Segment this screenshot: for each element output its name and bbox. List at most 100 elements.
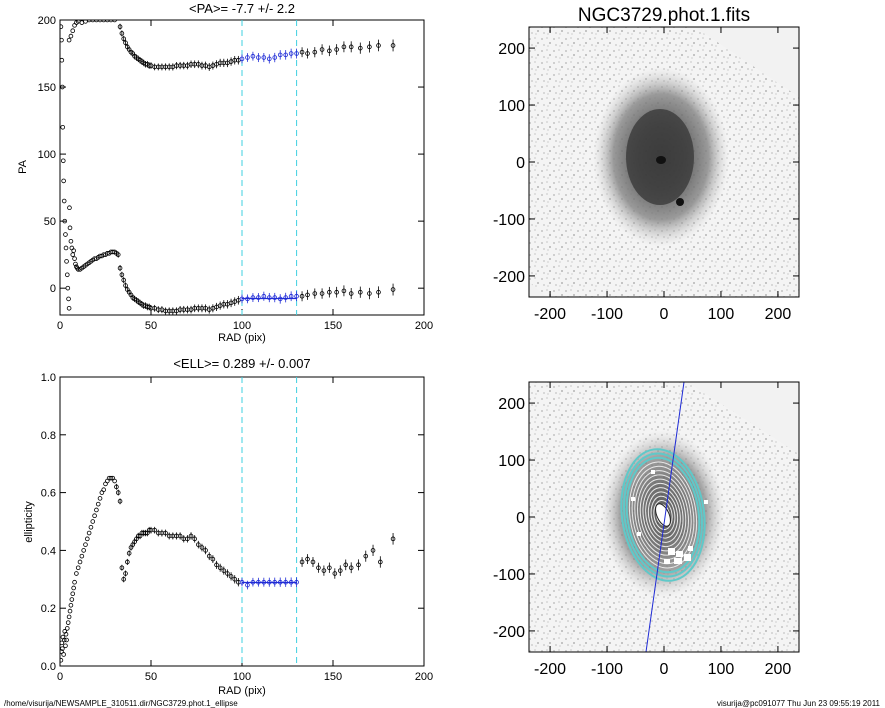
data-point	[390, 536, 396, 542]
data-point	[83, 542, 88, 547]
data-point	[334, 289, 339, 295]
data-point	[206, 553, 212, 559]
y-tick-label: 0.2	[41, 603, 56, 615]
data-point	[299, 49, 305, 55]
data-point	[61, 178, 66, 184]
data-point	[357, 45, 363, 51]
data-point	[79, 553, 85, 559]
data-point	[239, 56, 245, 62]
data-point	[126, 550, 132, 556]
masked-region	[631, 470, 708, 564]
data-point	[115, 252, 121, 257]
data-point	[60, 24, 64, 30]
data-point	[115, 490, 121, 495]
image-masked-corner	[695, 27, 799, 97]
data-point	[70, 28, 76, 34]
data-point	[327, 289, 332, 295]
data-point	[327, 48, 332, 54]
data-point	[348, 565, 354, 571]
image-x-tick-label: 200	[765, 306, 792, 323]
galaxy-image-panel: NGC3729.phot.1.fits -200 -100 0 100 200-200-…	[493, 5, 800, 323]
data-point	[312, 291, 318, 296]
data-point	[61, 198, 67, 204]
data-point	[256, 55, 261, 60]
data-point	[188, 533, 194, 539]
image-y-tick-label: -100	[493, 212, 525, 229]
data-point	[70, 591, 76, 597]
data-point	[64, 272, 70, 278]
data-point	[68, 238, 74, 244]
data-point	[72, 256, 77, 261]
image-x-tick-label: -200	[534, 306, 566, 323]
y-tick-label: 50	[44, 216, 56, 228]
data-point	[370, 548, 376, 553]
data-point	[390, 287, 396, 292]
image-y-tick-label: 200	[498, 396, 525, 413]
data-point	[63, 643, 68, 649]
image-y-tick-label: 200	[498, 41, 525, 58]
data-point	[305, 292, 310, 298]
data-point	[88, 524, 94, 530]
data-point	[85, 536, 90, 542]
data-point	[114, 484, 119, 490]
data-point	[86, 530, 92, 536]
isophote-ellipse	[653, 499, 673, 531]
data-point	[341, 44, 347, 50]
data-point	[60, 640, 65, 646]
image-x-tick-label: -200	[534, 661, 566, 678]
data-point	[70, 252, 76, 257]
data-point	[225, 571, 230, 576]
x-tick-label: 200	[415, 671, 433, 683]
data-point	[97, 496, 103, 501]
data-point	[272, 295, 278, 300]
data-point	[67, 608, 73, 614]
data-point	[123, 571, 128, 576]
x-tick-label: 150	[324, 671, 342, 683]
isophote-ellipse	[620, 448, 706, 582]
data-point	[121, 36, 126, 42]
y-tick-label: 100	[38, 149, 56, 161]
data-point	[319, 47, 325, 52]
image-x-tick-label: 100	[708, 306, 735, 323]
isophote-masked-corner	[687, 382, 799, 454]
y-tick-label: 150	[38, 82, 56, 94]
x-tick-label: 0	[57, 320, 63, 332]
data-point	[356, 562, 361, 568]
data-point	[112, 20, 117, 23]
image-x-tick-label: 0	[660, 306, 669, 323]
ell-title: <ELL>= 0.289 +/- 0.007	[173, 356, 310, 371]
data-point	[177, 533, 183, 539]
data-point	[343, 562, 349, 568]
data-point	[332, 571, 338, 576]
y-tick-label: 0.8	[41, 430, 56, 442]
data-point	[112, 478, 117, 484]
data-point	[367, 44, 372, 50]
isophote-ellipse	[642, 482, 684, 548]
data-point	[60, 57, 65, 63]
pa-axis-ticks: 0 50 100 150 200 0 50 100 150 200	[38, 15, 434, 332]
data-point	[64, 259, 69, 264]
data-point	[310, 559, 316, 565]
isophote-ellipses	[620, 448, 706, 582]
isophote-ellipse	[647, 491, 679, 539]
data-point	[60, 646, 65, 651]
image-x-tick-label: 200	[765, 661, 792, 678]
data-point	[61, 652, 66, 657]
data-point	[185, 536, 190, 542]
data-point	[232, 576, 238, 582]
data-point	[66, 614, 72, 620]
data-point	[367, 291, 372, 296]
data-point	[123, 40, 128, 46]
data-point	[119, 272, 125, 278]
image-x-tick-label: -100	[591, 306, 623, 323]
data-point	[61, 637, 67, 643]
data-point	[63, 631, 69, 637]
data-point	[66, 37, 72, 43]
data-point	[294, 51, 299, 56]
data-point	[77, 559, 83, 565]
data-point	[221, 568, 227, 573]
data-point	[199, 545, 205, 550]
data-point	[117, 265, 123, 271]
data-point	[316, 565, 321, 571]
